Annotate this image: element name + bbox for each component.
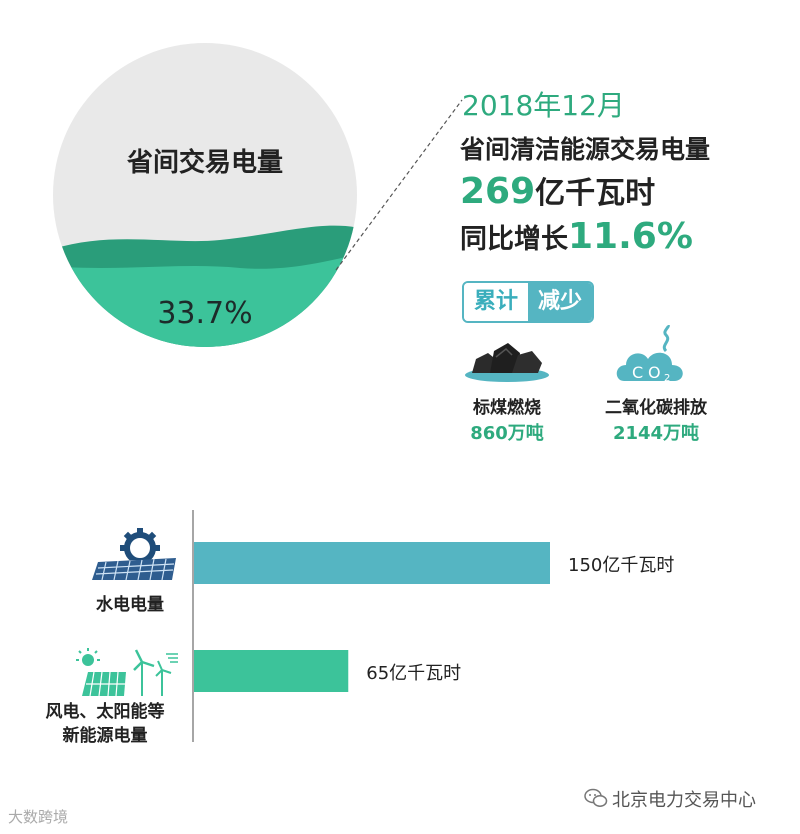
hydro-value-label: 150亿千瓦时 (568, 555, 675, 576)
co2-icon-o: O (648, 363, 661, 382)
info-headline: 省间清洁能源交易电量 (460, 135, 711, 164)
cumulative-reduction-badge: 累计 减少 (462, 281, 595, 323)
info-growth: 同比增长11.6% (460, 216, 693, 257)
bar-hydro (194, 542, 550, 584)
wechat-icon (584, 788, 608, 807)
wind-solar-icon (76, 648, 178, 697)
hydro-gear-icon (88, 528, 180, 584)
info-amount-unit: 亿千瓦时 (535, 176, 656, 211)
badge-left-text: 累计 (464, 283, 529, 321)
coal-icon (465, 343, 549, 382)
wind-solar-value-label: 65亿千瓦时 (366, 663, 462, 684)
coal-stat-value: 860万吨 (470, 423, 544, 444)
wind-solar-category-line-2: 新能源电量 (62, 726, 148, 746)
pie-chart (53, 43, 357, 347)
watermark-source: 北京电力交易中心 (612, 790, 756, 811)
co2-stat-label: 二氧化碳排放 (605, 398, 707, 418)
info-amount-number: 269 (460, 171, 536, 212)
co2-icon: C O 2 (616, 325, 683, 384)
hydro-category-label: 水电电量 (70, 590, 190, 615)
co2-icon-subscript: 2 (664, 373, 670, 384)
coal-stat-label: 标煤燃烧 (473, 398, 541, 418)
info-date: 2018年12月 (462, 89, 625, 122)
co2-stat-value: 2144万吨 (612, 423, 700, 444)
co2-icon-c: C (632, 363, 643, 382)
pie-title: 省间交易电量 (126, 148, 283, 178)
wind-solar-category-label: 风电、太阳能等 新能源电量 (20, 700, 190, 748)
hydro-category-line-1: 水电电量 (96, 595, 164, 615)
bar-chart (192, 510, 550, 742)
bar-wind-solar (194, 650, 349, 692)
info-amount: 269亿千瓦时 (460, 168, 655, 212)
wind-solar-category-line-1: 风电、太阳能等 (45, 702, 165, 722)
info-growth-value: 11.6% (568, 216, 693, 257)
info-growth-label: 同比增长 (460, 224, 568, 255)
watermark-left: 大数跨境 (8, 808, 69, 826)
badge-right-text: 减少 (528, 283, 593, 321)
pie-percent-label: 33.7% (157, 296, 253, 331)
